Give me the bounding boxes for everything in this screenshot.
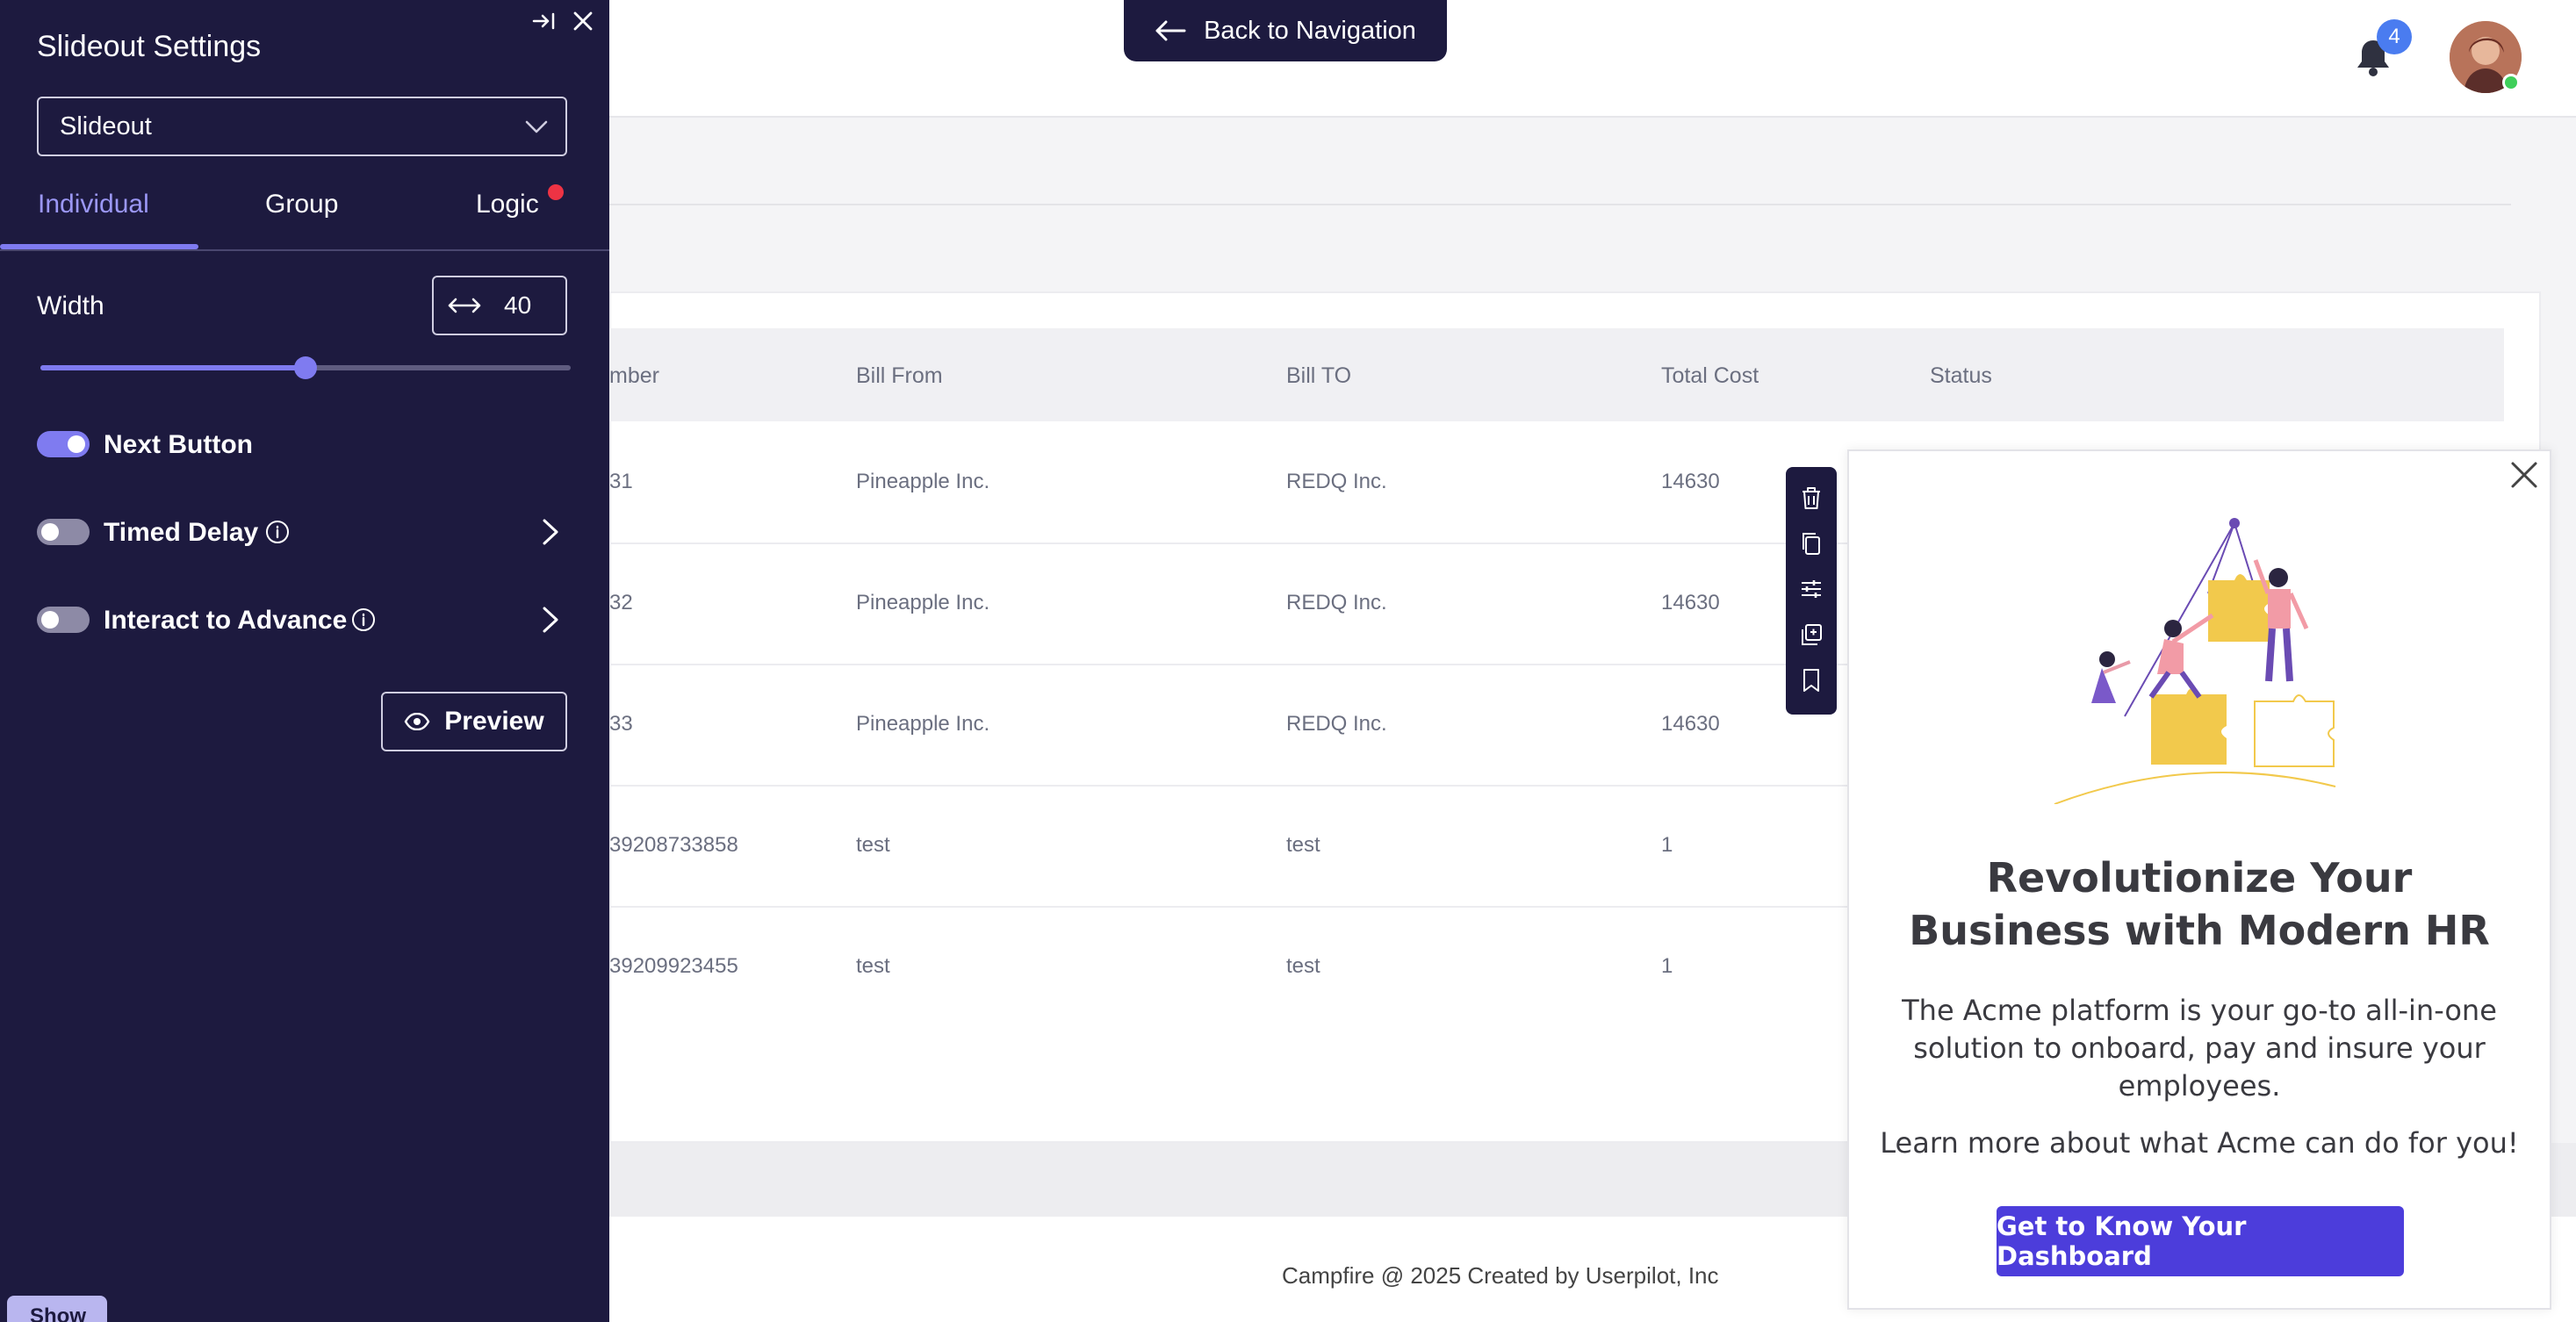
back-to-navigation-label: Back to Navigation [1204, 16, 1416, 45]
slideout-title: Revolutionize Your Business with Modern … [1909, 854, 2490, 954]
cell-total-cost: 1 [1661, 954, 1673, 978]
row-divider [609, 542, 2504, 544]
next-button-label: Next Button [104, 430, 253, 459]
cell-number: 32 [609, 591, 633, 614]
cell-number: 33 [609, 712, 633, 736]
timed-delay-label: Timed Delay [104, 518, 259, 547]
info-icon[interactable] [265, 520, 290, 544]
slideout-settings-panel: Slideout Settings Slideout Individual Gr… [0, 0, 609, 1322]
cell-number: 39209923455 [609, 954, 738, 978]
cell-bill-from: test [856, 954, 890, 978]
slideout-toolbar [1786, 467, 1837, 715]
next-button-toggle[interactable] [37, 431, 90, 457]
cell-total-cost: 14630 [1661, 470, 1720, 493]
cell-number: 31 [609, 470, 633, 493]
toggle-knob [68, 435, 85, 453]
width-slider-handle[interactable] [294, 356, 317, 379]
cell-bill-to: test [1286, 833, 1320, 857]
slideout-body: The Acme platform is your go-to all-in-o… [1902, 994, 2497, 1103]
get-to-know-dashboard-button[interactable]: Get to Know Your Dashboard [1997, 1206, 2404, 1276]
chevron-right-icon[interactable] [541, 518, 560, 546]
preview-button[interactable]: Preview [381, 692, 567, 751]
interact-to-advance-label: Interact to Advance [104, 606, 348, 635]
bookmark-icon[interactable] [1798, 667, 1824, 693]
row-divider [609, 664, 2504, 665]
cell-bill-from: Pineapple Inc. [856, 712, 990, 736]
column-header-bill-from[interactable]: Bill From [856, 363, 943, 388]
toggle-knob [41, 523, 59, 541]
width-slider-fill [40, 365, 306, 370]
width-label: Width [37, 291, 104, 320]
trash-icon[interactable] [1798, 485, 1824, 511]
back-to-navigation-button[interactable]: Back to Navigation [1124, 0, 1447, 61]
cell-bill-from: Pineapple Inc. [856, 591, 990, 614]
copy-icon[interactable] [1798, 530, 1824, 557]
footer-text: Campfire @ 2025 Created by Userpilot, In… [1282, 1262, 1719, 1289]
chevron-down-icon [525, 120, 548, 133]
teamwork-puzzle-illustration [2054, 518, 2336, 804]
cell-bill-to: REDQ Inc. [1286, 470, 1387, 493]
row-divider [609, 906, 2504, 908]
active-tab-indicator [0, 244, 198, 249]
cell-bill-to: test [1286, 954, 1320, 978]
preview-label: Preview [444, 707, 544, 736]
timed-delay-toggle[interactable] [37, 519, 90, 545]
slideout-card [1847, 449, 2551, 1310]
cell-bill-to: REDQ Inc. [1286, 591, 1387, 614]
chevron-right-icon[interactable] [541, 606, 560, 634]
interact-to-advance-toggle[interactable] [37, 607, 90, 633]
sliders-icon[interactable] [1798, 576, 1824, 602]
slideout-subtext: Learn more about what Acme can do for yo… [1880, 1126, 2519, 1160]
tab-group[interactable]: Group [265, 190, 339, 219]
slideout-type-value: Slideout [60, 111, 152, 140]
cell-total-cost: 14630 [1661, 712, 1720, 736]
column-header-number[interactable]: mber [609, 363, 659, 388]
cell-total-cost: 14630 [1661, 591, 1720, 614]
close-icon[interactable] [572, 11, 594, 32]
column-header-total-cost[interactable]: Total Cost [1661, 363, 1759, 388]
tab-logic[interactable]: Logic [476, 190, 539, 219]
page-divider [609, 204, 2511, 205]
logic-alert-dot [548, 184, 564, 200]
show-button[interactable]: Show [7, 1296, 107, 1322]
slideout-type-select[interactable]: Slideout [37, 97, 567, 156]
cell-bill-to: REDQ Inc. [1286, 712, 1387, 736]
column-header-bill-to[interactable]: Bill TO [1286, 363, 1352, 388]
width-value: 40 [504, 291, 532, 319]
online-status-dot [2502, 74, 2520, 91]
cell-total-cost: 1 [1661, 833, 1673, 857]
cell-number: 39208733858 [609, 833, 738, 857]
panel-title: Slideout Settings [37, 30, 262, 63]
arrow-left-icon [1155, 20, 1186, 41]
row-divider [609, 785, 2504, 787]
table-header [609, 328, 2504, 421]
tab-individual[interactable]: Individual [38, 190, 149, 219]
cell-bill-from: Pineapple Inc. [856, 470, 990, 493]
tab-bar-divider [0, 249, 609, 251]
close-icon[interactable] [2509, 460, 2539, 490]
info-icon[interactable] [351, 607, 376, 632]
eye-icon [404, 713, 430, 730]
horizontal-resize-icon [448, 298, 481, 313]
collapse-panel-icon[interactable] [532, 11, 557, 32]
column-header-status[interactable]: Status [1930, 363, 1992, 388]
toggle-knob [41, 611, 59, 629]
width-input[interactable]: 40 [432, 276, 567, 335]
duplicate-icon[interactable] [1798, 621, 1824, 648]
notification-badge: 4 [2377, 19, 2412, 54]
cell-bill-from: test [856, 833, 890, 857]
